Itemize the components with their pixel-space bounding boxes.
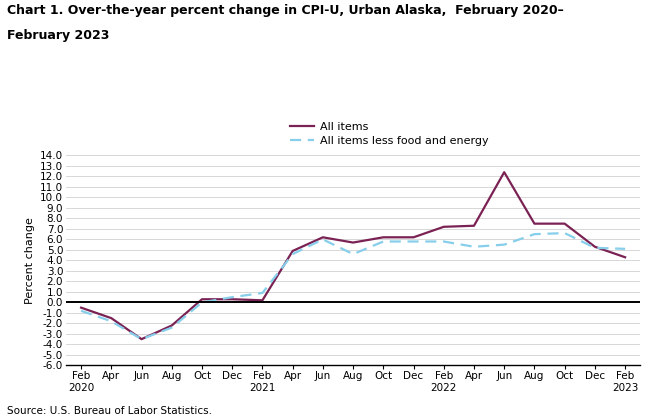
Text: Chart 1. Over-the-year percent change in CPI-U, Urban Alaska,  February 2020–: Chart 1. Over-the-year percent change in… xyxy=(7,4,564,17)
Legend: All items, All items less food and energy: All items, All items less food and energ… xyxy=(290,122,488,146)
All items less food and energy xyxy=(288,252,296,257)
All items less food and energy xyxy=(198,300,206,305)
Text: Source: U.S. Bureau of Labor Statistics.: Source: U.S. Bureau of Labor Statistics. xyxy=(7,406,212,416)
All items less food and energy xyxy=(470,244,478,249)
Line: All items: All items xyxy=(81,172,625,339)
All items xyxy=(591,244,599,249)
All items xyxy=(77,305,85,310)
All items xyxy=(440,224,447,229)
All items less food and energy xyxy=(379,239,387,244)
All items xyxy=(137,336,145,341)
All items xyxy=(288,248,296,253)
Text: February 2023: February 2023 xyxy=(7,29,109,42)
All items less food and energy xyxy=(561,231,569,236)
All items xyxy=(108,316,115,321)
All items less food and energy xyxy=(440,239,447,244)
Line: All items less food and energy: All items less food and energy xyxy=(81,233,625,339)
All items xyxy=(198,297,206,302)
All items xyxy=(319,235,327,240)
All items xyxy=(500,170,508,175)
All items less food and energy xyxy=(621,246,629,251)
All items xyxy=(410,235,418,240)
All items less food and energy xyxy=(168,325,176,330)
All items less food and energy xyxy=(531,231,539,236)
All items xyxy=(228,297,236,302)
All items xyxy=(259,298,267,303)
All items xyxy=(621,255,629,260)
All items less food and energy xyxy=(591,245,599,250)
All items xyxy=(561,221,569,226)
All items xyxy=(168,323,176,328)
Y-axis label: Percent change: Percent change xyxy=(24,217,34,304)
All items less food and energy xyxy=(319,237,327,242)
All items less food and energy xyxy=(228,294,236,299)
All items less food and energy xyxy=(500,242,508,247)
All items less food and energy xyxy=(259,290,267,295)
All items xyxy=(349,240,357,245)
All items less food and energy xyxy=(137,336,145,341)
All items less food and energy xyxy=(77,308,85,313)
All items xyxy=(531,221,539,226)
All items less food and energy xyxy=(349,252,357,257)
All items xyxy=(470,223,478,228)
All items xyxy=(379,235,387,240)
All items less food and energy xyxy=(410,239,418,244)
All items less food and energy xyxy=(108,319,115,324)
